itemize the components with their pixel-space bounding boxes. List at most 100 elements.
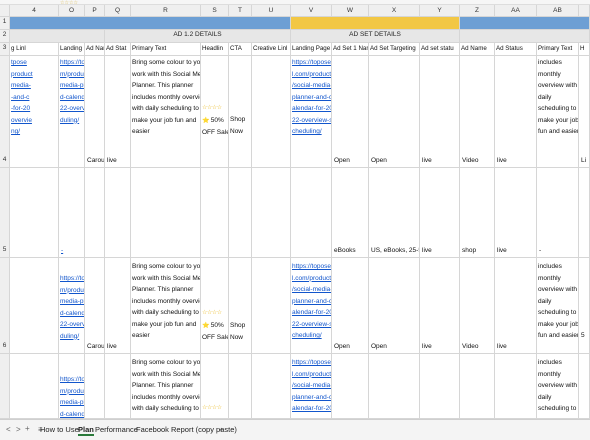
column-header[interactable]: S — [201, 5, 229, 17]
landing-page-link-line[interactable]: /social-media- — [292, 82, 332, 89]
creative-link-line[interactable]: -for-20 — [11, 105, 31, 112]
landing-page-link-line[interactable]: 22-overview-sche — [60, 321, 85, 328]
cell-creative-link-2[interactable] — [252, 56, 291, 168]
creative-link-line[interactable]: -and-c — [11, 93, 30, 101]
landing-page-link-line[interactable]: cheduling/ — [292, 332, 322, 339]
field-header[interactable]: g Linl — [10, 43, 59, 56]
cell-creative-link-2[interactable] — [252, 258, 291, 354]
scroll-right-icon[interactable]: > — [16, 425, 21, 434]
landing-page-link-line[interactable]: https://topose — [292, 359, 332, 366]
cell-ad-set-status[interactable]: live — [420, 258, 460, 354]
row-header[interactable]: 5 — [0, 168, 10, 258]
cell-primary-text[interactable]: Bring some colour to your work with this … — [131, 354, 201, 419]
cell-ad-name-2[interactable]: Video — [460, 258, 495, 354]
tab-facebook-report[interactable]: Facebook Report (copy paste) — [136, 425, 237, 434]
tab-how-to-use[interactable]: How to Use — [40, 425, 79, 434]
tab-performance[interactable]: Performance — [95, 425, 138, 434]
landing-page-link-line[interactable]: media-planner-an — [60, 82, 85, 89]
cell[interactable]: - — [59, 168, 85, 258]
cell[interactable] — [10, 354, 59, 419]
cell-landing-page-2[interactable]: https://topose l.com/product/social-media… — [291, 258, 332, 354]
cell[interactable] — [369, 354, 420, 419]
spreadsheet-grid[interactable]: 4 O P Q R S T U V W X Y Z AA AB 1 2 3 4 5 6 AD 1.2 DETAILS AD … — [0, 5, 590, 419]
cell-primary-text[interactable]: Bring some colour to your work with this … — [131, 258, 201, 354]
column-header[interactable]: Q — [105, 5, 131, 17]
column-header[interactable]: R — [131, 5, 201, 17]
cell-landing-page-2[interactable]: https://topose l.com/product/social-media… — [291, 56, 332, 168]
field-header[interactable]: Ad Set 1 Nar — [332, 43, 369, 56]
cell[interactable] — [291, 168, 332, 258]
cell[interactable] — [85, 168, 105, 258]
cell[interactable] — [85, 354, 105, 419]
column-header[interactable]: Y — [420, 5, 460, 17]
creative-link-line[interactable]: ng/ — [11, 128, 21, 135]
landing-page-link-line[interactable]: l.com/product — [292, 70, 332, 78]
row-header[interactable]: 4 — [0, 56, 10, 168]
cell[interactable] — [229, 168, 252, 258]
field-header[interactable]: Ad Name — [460, 43, 495, 56]
column-header[interactable] — [579, 5, 590, 17]
column-header[interactable]: 4 — [10, 5, 59, 17]
field-header[interactable]: Headlin — [201, 43, 229, 56]
landing-page-link-line[interactable]: 22-overview-s — [292, 320, 332, 328]
cell[interactable] — [252, 168, 291, 258]
landing-page-link-line[interactable]: l.com/product — [292, 274, 332, 282]
cell[interactable] — [420, 354, 460, 419]
column-header[interactable]: P — [85, 5, 105, 17]
row-header[interactable] — [0, 354, 10, 419]
cell[interactable] — [460, 354, 495, 419]
landing-page-link-line[interactable]: alendar-for-20 — [292, 105, 332, 112]
add-sheet-icon[interactable]: + — [25, 424, 30, 433]
cell-ad-status[interactable]: live — [105, 56, 131, 168]
landing-page-link-line[interactable]: /social-media- — [292, 382, 332, 389]
field-header[interactable]: H — [579, 43, 590, 56]
column-header[interactable]: X — [369, 5, 420, 17]
cell-ad-status-2[interactable]: live — [495, 258, 537, 354]
cell-primary-text[interactable]: Bring some colour to your work with this … — [131, 56, 201, 168]
cell[interactable]: - — [537, 168, 579, 258]
cell[interactable] — [10, 168, 59, 258]
cell-headline[interactable]: ☆☆☆☆ — [201, 354, 229, 419]
column-header[interactable]: O — [59, 5, 85, 17]
field-header[interactable]: Creative Linl — [252, 43, 291, 56]
row-header[interactable]: 6 — [0, 258, 10, 354]
row-header[interactable]: 1 — [0, 17, 10, 30]
landing-page-link-line[interactable]: https://topose — [292, 59, 332, 66]
landing-page-link-line[interactable]: l.com/product — [292, 370, 332, 378]
column-header[interactable]: T — [229, 5, 252, 17]
landing-page-link-line[interactable]: planner-and-c — [292, 297, 332, 305]
cell-primary-text-2[interactable]: includes monthly overview with daily schedul… — [537, 258, 579, 354]
cell-creative-link[interactable]: tpose product media- -and-c -for-20 overvie ng… — [10, 56, 59, 168]
landing-page-link-line[interactable]: 22-overview-sche — [60, 105, 85, 112]
cell-headline[interactable]: ☆☆☆☆ ⭐ 50% OFF Sale — [201, 56, 229, 168]
select-all-corner[interactable] — [0, 5, 10, 17]
tab-plan[interactable]: Plan — [78, 425, 94, 436]
column-header[interactable]: U — [252, 5, 291, 17]
cell[interactable] — [229, 354, 252, 419]
field-header[interactable]: Ad Stat — [105, 43, 131, 56]
field-header[interactable]: Ad Nan — [85, 43, 105, 56]
cell[interactable] — [332, 354, 369, 419]
field-header[interactable]: CTA — [229, 43, 252, 56]
cell[interactable] — [579, 168, 590, 258]
all-sheets-menu-icon[interactable]: ≡ — [38, 425, 43, 434]
cell-landing-page[interactable]: https://topose m/product/social-media-pla… — [59, 56, 85, 168]
column-header[interactable]: V — [291, 5, 332, 17]
cell[interactable]: live — [495, 168, 537, 258]
cell-landing-page-2[interactable]: https://topose l.com/product/social-media… — [291, 354, 332, 419]
scroll-left-icon[interactable]: < — [6, 425, 11, 434]
field-header[interactable]: Primary Text — [131, 43, 201, 56]
cell[interactable] — [105, 354, 131, 419]
cell[interactable] — [495, 354, 537, 419]
landing-page-link-line[interactable]: https://topose — [60, 59, 85, 66]
cell-ad-set-targeting[interactable]: Open — [369, 258, 420, 354]
cell-creative-link[interactable] — [10, 258, 59, 354]
column-header[interactable]: Z — [460, 5, 495, 17]
cell-primary-text-2[interactable]: includes monthly overview with daily schedul… — [537, 56, 579, 168]
